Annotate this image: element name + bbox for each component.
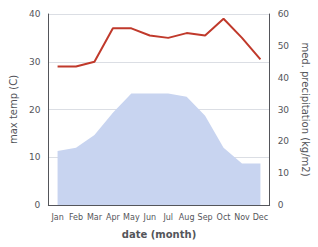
svg-text:date (month): date (month)	[122, 229, 196, 240]
svg-text:Dec: Dec	[253, 213, 268, 222]
svg-text:30: 30	[29, 57, 41, 67]
svg-text:20: 20	[29, 105, 41, 115]
svg-text:50: 50	[278, 41, 290, 51]
svg-text:Oct: Oct	[217, 213, 231, 222]
svg-text:max temp (C): max temp (C)	[8, 75, 19, 144]
svg-text:60: 60	[278, 9, 290, 19]
svg-text:30: 30	[278, 105, 290, 115]
svg-text:May: May	[123, 213, 140, 222]
svg-text:10: 10	[29, 152, 41, 162]
svg-text:med. precipitation (kg/m2): med. precipitation (kg/m2)	[300, 42, 311, 176]
svg-text:Aug: Aug	[179, 213, 195, 222]
svg-text:10: 10	[278, 168, 290, 178]
svg-text:Feb: Feb	[69, 213, 83, 222]
svg-text:Jan: Jan	[50, 213, 63, 222]
svg-text:0: 0	[35, 200, 41, 210]
svg-text:Jun: Jun	[143, 213, 157, 222]
svg-text:Apr: Apr	[106, 213, 121, 222]
svg-text:Nov: Nov	[234, 213, 250, 222]
svg-text:Sep: Sep	[198, 213, 213, 222]
svg-text:0: 0	[278, 200, 284, 210]
svg-text:40: 40	[278, 73, 290, 83]
svg-text:Jul: Jul	[162, 213, 173, 222]
svg-text:40: 40	[29, 9, 41, 19]
svg-text:Mar: Mar	[87, 213, 103, 222]
svg-text:20: 20	[278, 136, 290, 146]
